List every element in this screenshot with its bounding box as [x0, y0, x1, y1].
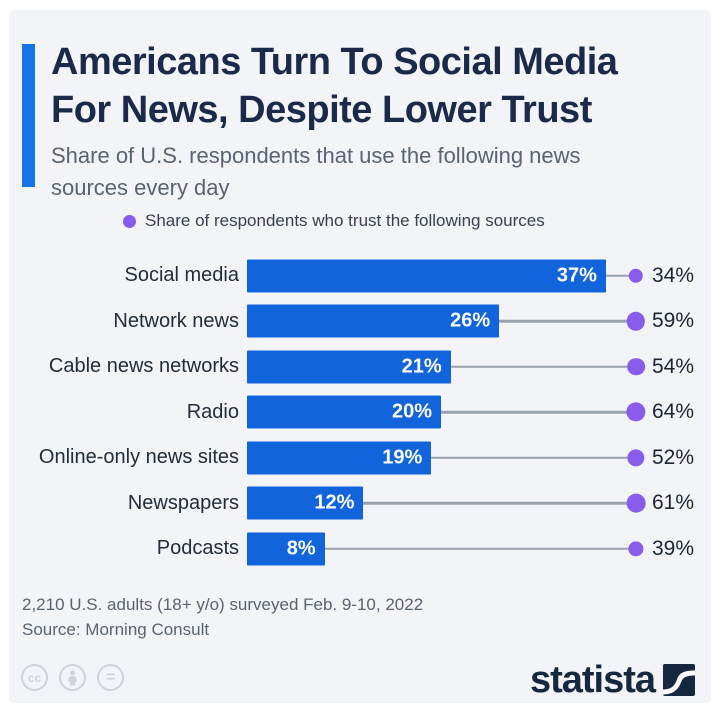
row-track: 26% 59% — [247, 299, 711, 345]
usage-bar: 12% — [247, 486, 364, 520]
cc-icon[interactable]: cc — [21, 664, 48, 691]
footer-notes: 2,210 U.S. adults (18+ y/o) surveyed Feb… — [22, 592, 423, 642]
row-track: 12% 61% — [247, 481, 711, 527]
source-note: Source: Morning Consult — [22, 620, 210, 639]
category-label: Cable news networks — [48, 355, 239, 378]
trust-dot — [626, 493, 646, 513]
connector-line — [450, 365, 636, 368]
chart-row: Network news 26% 59% — [9, 299, 711, 345]
category-label: Social media — [124, 264, 239, 287]
chart-row: Social media 37% 34% — [9, 253, 711, 299]
category-label: Online-only news sites — [38, 446, 239, 469]
chart: Social media 37% 34% Network news 26% 59% Cabl… — [9, 253, 711, 572]
trust-value-label: 52% — [652, 445, 695, 469]
bar-value-label: 19% — [382, 446, 423, 469]
usage-bar: 21% — [247, 350, 451, 384]
trust-value-label: 64% — [652, 400, 695, 424]
row-track: 20% 64% — [247, 390, 711, 436]
chart-row: Online-only news sites 19% 52% — [9, 435, 711, 481]
trust-dot — [628, 268, 644, 283]
statista-mark-icon — [663, 664, 695, 696]
survey-note: 2,210 U.S. adults (18+ y/o) surveyed Feb… — [22, 595, 424, 614]
usage-bar: 20% — [247, 395, 441, 429]
statista-wordmark: statista — [529, 659, 656, 701]
chart-row: Cable news networks 21% 54% — [9, 344, 711, 390]
infographic-card: Americans Turn To Social Media For News,… — [9, 10, 711, 703]
usage-bar: 26% — [247, 304, 500, 338]
connector-line — [324, 547, 636, 550]
row-track: 19% 52% — [247, 435, 711, 481]
trust-value-label: 39% — [652, 536, 695, 560]
usage-bar: 37% — [247, 259, 606, 293]
category-label: Network news — [113, 309, 239, 332]
license-icons[interactable]: cc = — [21, 664, 124, 691]
chart-title: Americans Turn To Social Media For News,… — [51, 38, 618, 134]
bar-value-label: 37% — [556, 264, 597, 287]
chart-subtitle: Share of U.S. respondents that use the f… — [51, 143, 581, 200]
chart-row: Podcasts 8% 39% — [9, 526, 711, 572]
usage-bar: 19% — [247, 441, 432, 475]
title-accent-bar — [22, 44, 35, 187]
connector-line — [499, 320, 636, 323]
bar-value-label: 8% — [286, 537, 316, 560]
connector-line — [363, 502, 636, 505]
connector-line — [431, 456, 636, 459]
chart-title-line-1: Americans Turn To Social Media — [51, 41, 618, 83]
legend-dot-icon — [123, 214, 136, 228]
row-track: 21% 54% — [247, 344, 711, 390]
trust-value-label: 54% — [652, 354, 695, 378]
trust-dot — [626, 402, 646, 422]
bar-value-label: 12% — [314, 491, 355, 514]
trust-dot — [626, 312, 646, 331]
attribution-person-icon[interactable] — [59, 664, 86, 691]
bar-value-label: 26% — [450, 309, 491, 332]
chart-row: Radio 20% 64% — [9, 390, 711, 436]
row-track: 8% 39% — [247, 526, 711, 572]
legend: Share of respondents who trust the follo… — [123, 210, 545, 232]
trust-dot — [627, 449, 645, 467]
category-label: Radio — [186, 400, 239, 423]
trust-value-label: 61% — [652, 491, 695, 515]
legend-label: Share of respondents who trust the follo… — [145, 211, 545, 230]
bar-value-label: 21% — [401, 355, 442, 378]
equals-icon[interactable]: = — [97, 664, 124, 691]
category-label: Podcasts — [156, 537, 239, 560]
bar-value-label: 20% — [391, 400, 432, 423]
usage-bar: 8% — [247, 532, 325, 566]
row-track: 37% 34% — [247, 253, 711, 299]
trust-value-label: 59% — [652, 309, 695, 333]
chart-row: Newspapers 12% 61% — [9, 481, 711, 527]
statista-logo[interactable]: statista — [530, 654, 695, 706]
connector-line — [605, 274, 636, 277]
connector-line — [441, 411, 636, 414]
trust-value-label: 34% — [652, 263, 695, 287]
chart-title-line-2: For News, Despite Lower Trust — [51, 89, 592, 131]
category-label: Newspapers — [127, 491, 239, 514]
trust-dot — [628, 541, 644, 557]
trust-dot — [627, 357, 645, 376]
